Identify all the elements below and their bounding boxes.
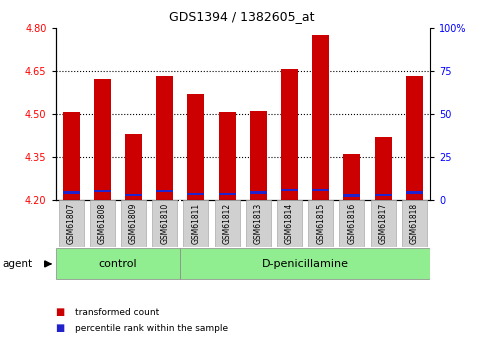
Text: GSM61815: GSM61815 bbox=[316, 203, 325, 244]
Bar bbox=[406, 191, 423, 194]
Bar bbox=[184, 200, 208, 247]
Bar bbox=[156, 77, 173, 200]
Text: control: control bbox=[99, 259, 137, 269]
Bar bbox=[63, 191, 80, 194]
Bar bbox=[90, 200, 115, 247]
Text: GSM61818: GSM61818 bbox=[410, 203, 419, 244]
Bar bbox=[343, 154, 360, 200]
Bar bbox=[402, 200, 427, 247]
Bar bbox=[56, 248, 180, 279]
Bar bbox=[312, 35, 329, 200]
Text: percentile rank within the sample: percentile rank within the sample bbox=[75, 324, 228, 333]
Text: GSM61814: GSM61814 bbox=[285, 203, 294, 244]
Bar bbox=[374, 137, 392, 200]
Text: transformed count: transformed count bbox=[75, 308, 159, 317]
Bar bbox=[250, 111, 267, 200]
Bar bbox=[180, 248, 430, 279]
Text: ■: ■ bbox=[56, 324, 65, 333]
Bar bbox=[246, 200, 271, 247]
Bar bbox=[370, 200, 396, 247]
Text: GSM61813: GSM61813 bbox=[254, 203, 263, 244]
Text: ■: ■ bbox=[56, 307, 65, 317]
Bar bbox=[214, 200, 240, 247]
Bar bbox=[281, 189, 298, 191]
Bar bbox=[340, 200, 364, 247]
Bar bbox=[187, 193, 204, 195]
Text: GSM61807: GSM61807 bbox=[67, 203, 76, 244]
Bar bbox=[406, 77, 423, 200]
Bar bbox=[308, 200, 333, 247]
Bar bbox=[277, 200, 302, 247]
Bar bbox=[218, 112, 236, 200]
Bar bbox=[125, 194, 142, 196]
Text: GSM61812: GSM61812 bbox=[223, 203, 232, 244]
Bar bbox=[63, 112, 80, 200]
Bar bbox=[343, 194, 360, 197]
Text: GSM61817: GSM61817 bbox=[379, 203, 387, 244]
Bar bbox=[94, 190, 111, 192]
Bar bbox=[58, 200, 84, 247]
Bar bbox=[94, 79, 111, 200]
Bar bbox=[121, 200, 146, 247]
Bar bbox=[218, 193, 236, 195]
Bar bbox=[250, 191, 267, 194]
Text: D-penicillamine: D-penicillamine bbox=[262, 259, 349, 269]
Text: GSM61810: GSM61810 bbox=[160, 203, 169, 244]
Bar bbox=[156, 190, 173, 192]
Bar bbox=[281, 69, 298, 200]
Bar bbox=[187, 94, 204, 200]
Text: GSM61808: GSM61808 bbox=[98, 203, 107, 244]
Text: agent: agent bbox=[2, 259, 32, 269]
Text: GSM61809: GSM61809 bbox=[129, 203, 138, 244]
Bar bbox=[312, 189, 329, 191]
Bar bbox=[152, 200, 177, 247]
Text: GSM61816: GSM61816 bbox=[347, 203, 356, 244]
Text: GDS1394 / 1382605_at: GDS1394 / 1382605_at bbox=[169, 10, 314, 23]
Bar bbox=[374, 194, 392, 196]
Text: GSM61811: GSM61811 bbox=[191, 203, 200, 244]
Bar bbox=[125, 134, 142, 200]
